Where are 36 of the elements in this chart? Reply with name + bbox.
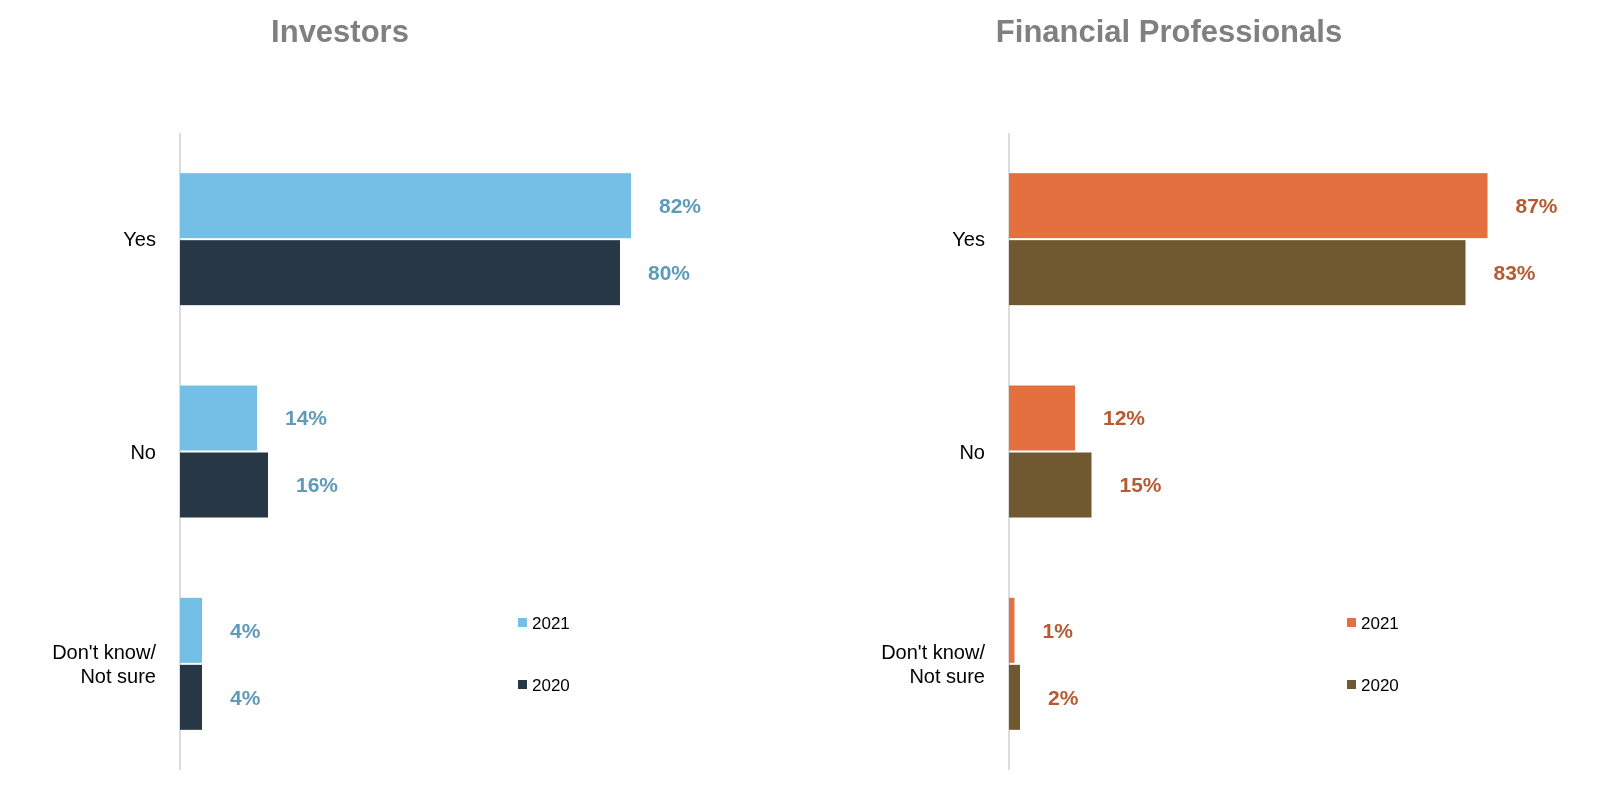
y-tick-label: No — [130, 440, 156, 463]
y-tick-label: No — [959, 440, 985, 463]
bar — [180, 240, 620, 306]
legend-label: 2020 — [532, 675, 570, 695]
bar — [1009, 173, 1488, 239]
bar — [1009, 385, 1075, 451]
data-label: 4% — [230, 618, 261, 642]
y-tick-label: Don't know/ Not sure — [52, 640, 157, 687]
data-label: 16% — [296, 473, 339, 497]
legend-label: 2021 — [532, 613, 570, 633]
bar — [1009, 452, 1092, 518]
bar — [180, 452, 268, 518]
data-label: 87% — [1515, 194, 1558, 218]
chart-title: Financial Professionals — [995, 14, 1343, 49]
data-label: 12% — [1103, 406, 1146, 430]
data-label: 83% — [1493, 261, 1536, 285]
data-label: 14% — [285, 406, 328, 430]
data-label: 4% — [230, 685, 261, 709]
bar — [1009, 664, 1020, 730]
data-label: 80% — [648, 261, 691, 285]
chart-title: Investors — [271, 14, 409, 49]
bar — [180, 664, 202, 730]
legend-label: 2021 — [1361, 613, 1399, 633]
data-label: 1% — [1042, 618, 1074, 642]
data-label: 82% — [659, 194, 702, 218]
bar — [180, 597, 202, 663]
data-label: 15% — [1119, 473, 1162, 497]
bar — [180, 173, 631, 239]
y-tick-label: Don't know/ Not sure — [881, 640, 986, 687]
bar — [180, 385, 257, 451]
legend-label: 2020 — [1361, 675, 1399, 695]
bar — [1009, 240, 1466, 306]
bar — [1009, 597, 1015, 663]
y-tick-label: Yes — [123, 228, 156, 251]
y-tick-label: Yes — [952, 228, 985, 251]
data-label: 2% — [1048, 685, 1079, 709]
